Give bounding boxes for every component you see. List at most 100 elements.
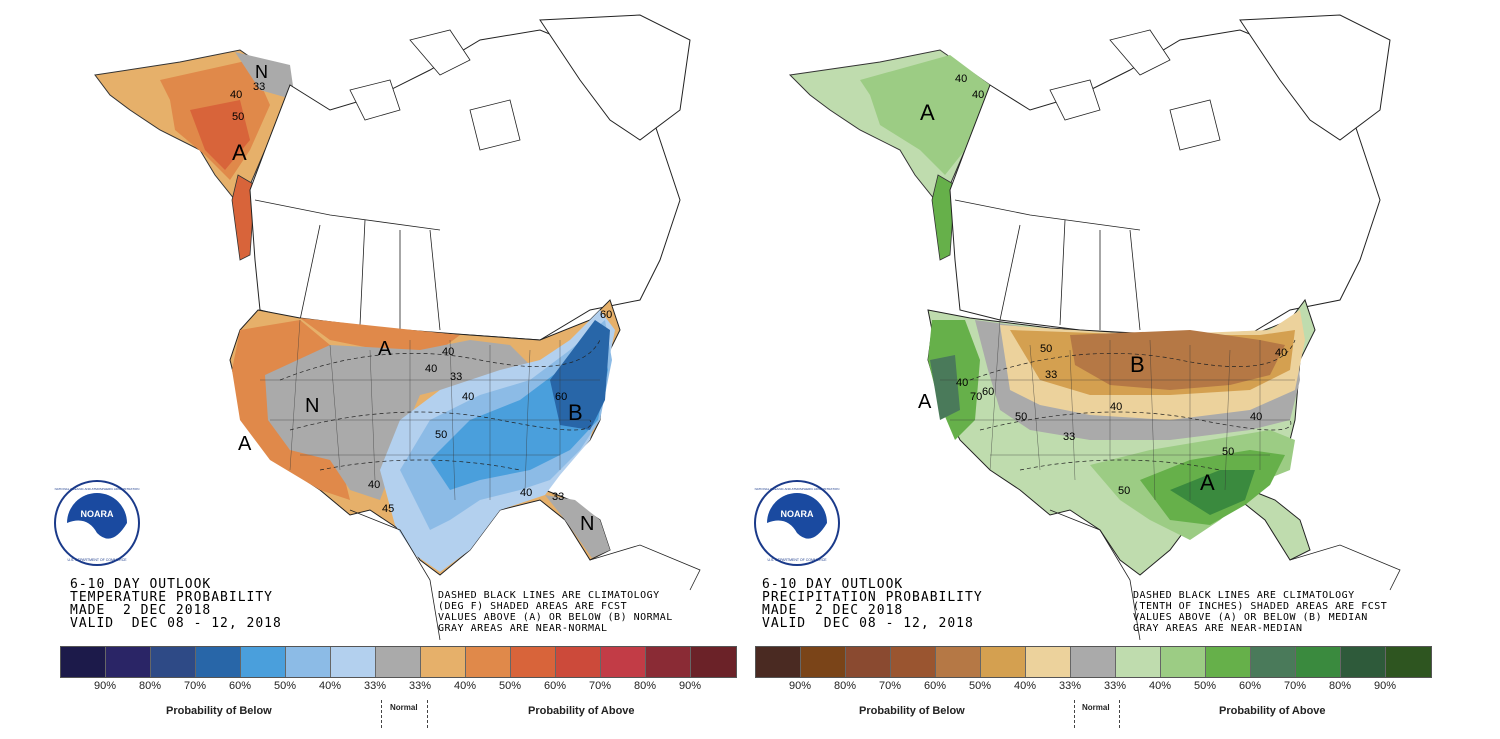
legend-divider [427,700,428,728]
precipitation-legend-ticks: 90% 80% 70% 60% 50% 40% 33% 33% 40% 50% 60% 70% 80% 9… [755,680,1435,694]
title-line: TEMPERATURE PROBABILITY [70,590,274,605]
legend-swatch [511,647,556,677]
contour-label: 33 [450,371,462,383]
alaska-normal [235,52,295,100]
legend-swatch [1206,647,1251,677]
legend-swatch [421,647,466,677]
legend-swatch [1116,647,1161,677]
title-line: 6-10 DAY OUTLOOK [762,577,904,592]
noaa-logo-dept-text: U.S. DEPARTMENT OF COMMERCE [67,558,127,562]
noaa-logo: NOARA NATIONAL OCEANIC AND ATMOSPHERIC A… [754,480,840,566]
precipitation-above-caption: Probability of Above [1219,705,1326,717]
contour-label: 40 [1250,411,1262,423]
title-line: VALID DEC 08 - 12, 2018 [762,616,974,631]
legend-tick-label: 40% [1148,680,1172,692]
contour-label: 50 [1015,411,1027,423]
legend-divider [1119,700,1120,728]
greenland-outline [1239,14,1391,141]
legend-tick-label: 80% [633,680,657,692]
contour-label: 50 [435,429,447,441]
contour-label: 60 [600,309,612,321]
noaa-logo-text: NOARA [781,509,814,519]
temperature-title-block: 6-10 DAY OUTLOOK TEMPERATURE PROBABILITY M… [70,578,282,630]
legend-swatch [1251,647,1296,677]
contour-label: 50 [232,111,244,123]
legend-tick-label: 60% [228,680,252,692]
precipitation-note-block: DASHED BLACK LINES ARE CLIMATOLOGY (TENTH… [1133,590,1387,634]
legend-swatch [601,647,646,677]
contour-label: 40 [425,363,437,375]
map-label-florida-n: N [580,513,594,535]
legend-tick-label: 90% [1373,680,1397,692]
contour-label: 50 [1222,446,1234,458]
legend-swatch [1341,647,1386,677]
title-line: PRECIPITATION PROBABILITY [762,590,983,605]
legend-swatch [1386,647,1431,677]
legend-tick-label: 70% [878,680,902,692]
map-label-north-a: A [378,338,392,360]
legend-tick-label: 70% [588,680,612,692]
legend-swatch [936,647,981,677]
florida-normal [545,495,610,558]
map-label-alaska-n: N [255,62,268,82]
legend-tick-label: 33% [363,680,387,692]
legend-tick-label: 33% [1058,680,1082,692]
legend-swatch [106,647,151,677]
map-label-alaska-a: A [920,100,935,125]
contour-label: 40 [1275,347,1287,359]
note-line: GRAY AREAS ARE NEAR-MEDIAN [1133,623,1303,634]
contour-label: 33 [1063,431,1075,443]
precipitation-panel: A A B A 40 40 40 33 50 40 50 50 40 33 70 60 50 40 NOA… [750,0,1500,739]
north-below-strong [1070,330,1285,390]
legend-tick-label: 80% [833,680,857,692]
note-line: GRAY AREAS ARE NEAR-NORMAL [438,623,608,634]
temperature-below-caption: Probability of Below [166,705,272,717]
temperature-note-block: DASHED BLACK LINES ARE CLIMATOLOGY (DEG F… [438,590,673,634]
legend-swatch [376,647,421,677]
temperature-legend-bar [60,646,737,678]
legend-tick-label: 60% [543,680,567,692]
legend-swatch [286,647,331,677]
note-line: DASHED BLACK LINES ARE CLIMATOLOGY [438,590,660,601]
legend-swatch [1026,647,1071,677]
legend-tick-label: 60% [923,680,947,692]
title-line: VALID DEC 08 - 12, 2018 [70,616,282,631]
title-line: MADE 2 DEC 2018 [762,603,904,618]
legend-swatch [646,647,691,677]
contour-label: 40 [462,391,474,403]
precipitation-title-block: 6-10 DAY OUTLOOK PRECIPITATION PROBABILIT… [762,578,983,630]
map-label-west-n: N [305,395,319,417]
legend-swatch [801,647,846,677]
noaa-logo-ring-text: NATIONAL OCEANIC AND ATMOSPHERIC ADMINIS… [55,487,140,491]
title-line: 6-10 DAY OUTLOOK [70,577,212,592]
map-label-west-a: A [238,433,252,455]
temperature-legend-ticks: 90% 80% 70% 60% 50% 40% 33% 33% 40% 50% 60% 70% 80% 9… [60,680,740,694]
legend-swatch [151,647,196,677]
temperature-map: N A A N A B N 33405040403340506040454033… [54,14,701,640]
legend-swatch [981,647,1026,677]
map-label-east-b: B [568,400,583,425]
legend-tick-label: 80% [138,680,162,692]
note-line: VALUES ABOVE (A) OR BELOW (B) MEDIAN [1133,612,1368,623]
noaa-logo-text: NOARA [81,509,114,519]
temperature-panel: N A A N A B N 33 40 50 40 40 33 40 50 60 40 45 40 33… [54,14,740,728]
note-line: (DEG F) SHADED AREAS ARE FCST [438,601,628,612]
contour-label: 50 [1040,343,1052,355]
alaska-above-region [860,55,990,175]
precipitation-below-caption: Probability of Below [859,705,965,717]
contour-label: 45 [382,503,394,515]
legend-swatch [1071,647,1116,677]
precipitation-map: A A B A 40 40 40 33 50 40 50 50 40 33 70 60 50 40 NOA… [754,14,1401,640]
precipitation-normal-caption: Normal [1082,703,1110,712]
precipitation-contour-labels: 40 40 40 33 50 40 50 50 40 33 70 60 50 40 [955,73,1287,497]
legend-swatch [891,647,936,677]
north-above-region [300,318,460,350]
legend-tick-label: 50% [273,680,297,692]
map-label-north-b: B [1130,352,1145,377]
legend-tick-label: 40% [318,680,342,692]
noaa-logo-dept-text: U.S. DEPARTMENT OF COMMERCE [767,558,827,562]
contour-label: 40 [520,487,532,499]
legend-swatch [466,647,511,677]
legend-tick-label: 70% [1283,680,1307,692]
